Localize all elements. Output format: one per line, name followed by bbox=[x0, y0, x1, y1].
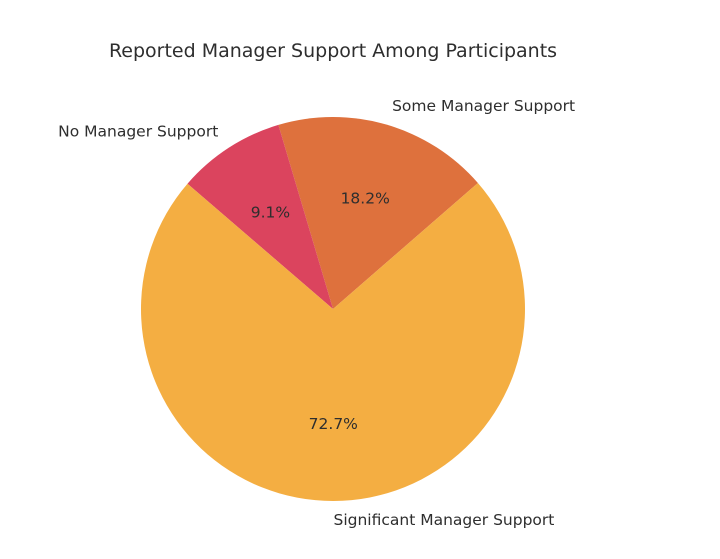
slice-label-2: Significant Manager Support bbox=[334, 511, 555, 529]
chart-title: Reported Manager Support Among Participa… bbox=[108, 40, 558, 62]
pie-slice-0 bbox=[278, 117, 478, 309]
slice-pct-2: 72.7% bbox=[309, 415, 358, 433]
slice-pct-1: 9.1% bbox=[251, 203, 290, 221]
pie-slice-2 bbox=[140, 183, 525, 502]
slice-label-1: No Manager Support bbox=[58, 123, 218, 141]
slice-label-0: Some Manager Support bbox=[392, 97, 575, 115]
pie-slice-1 bbox=[187, 124, 333, 310]
slice-pct-0: 18.2% bbox=[341, 189, 390, 207]
